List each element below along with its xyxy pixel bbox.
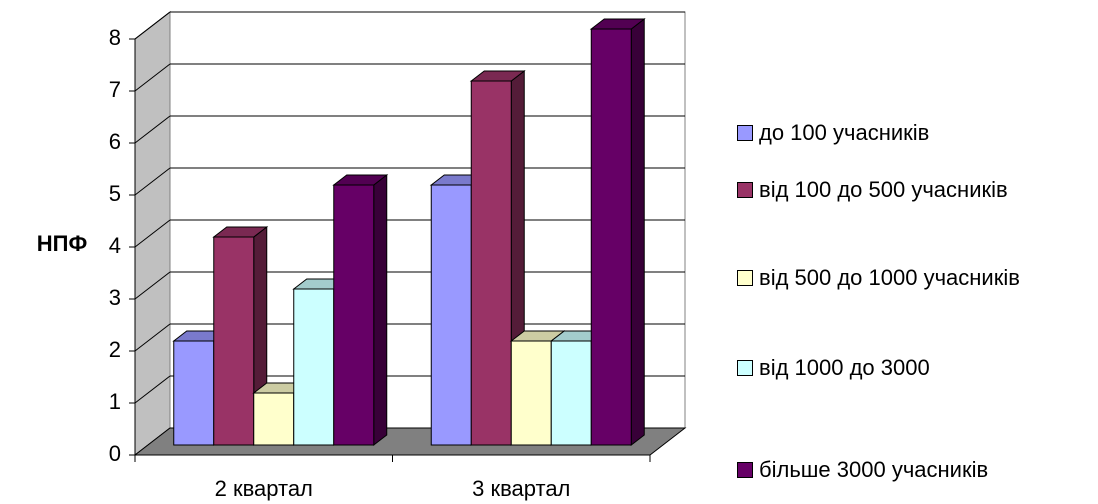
- legend-swatch: [737, 360, 753, 376]
- grid-line: [134, 115, 171, 144]
- bar: [253, 392, 295, 446]
- y-tick-label: 7: [109, 77, 121, 102]
- grid-line: [134, 271, 171, 300]
- legend-item: до 100 учасників: [737, 113, 1087, 153]
- legend-label: від 100 до 500 учасників: [759, 177, 1008, 202]
- x-tick-label: 2 квартал: [215, 476, 313, 501]
- legend-item: від 1000 до 3000: [737, 348, 1087, 388]
- legend-label: більше 3000 учасників: [759, 457, 989, 482]
- legend-item: більше 3000 учасників: [737, 450, 1087, 490]
- bar: [470, 80, 512, 446]
- y-axis-label: НПФ: [37, 231, 88, 256]
- bar: [430, 184, 472, 446]
- grid-line: [134, 167, 171, 196]
- grid-line: [134, 63, 171, 92]
- y-tick-label: 3: [109, 285, 121, 310]
- bar-side: [630, 17, 645, 447]
- y-tick-label: 2: [109, 337, 121, 362]
- bar: [213, 236, 255, 446]
- y-tick-label: 1: [109, 389, 121, 414]
- y-tick-label: 4: [109, 233, 121, 258]
- grid-line: [134, 219, 171, 248]
- y-tick-label: 8: [109, 25, 121, 50]
- legend-swatch: [737, 182, 753, 198]
- grid-line: [134, 323, 171, 352]
- x-tick-label: 3 квартал: [472, 476, 570, 501]
- bar: [293, 288, 335, 446]
- y-tick-label: 0: [109, 441, 121, 466]
- legend-label: від 1000 до 3000: [759, 355, 930, 380]
- legend-item: від 100 до 500 учасників: [737, 170, 1087, 210]
- legend-label: до 100 учасників: [759, 120, 930, 145]
- bar: [173, 340, 215, 446]
- legend-swatch: [737, 125, 753, 141]
- grid-line: [134, 11, 171, 40]
- bar: [550, 340, 592, 446]
- grid-line: [134, 375, 171, 404]
- legend-swatch: [737, 462, 753, 478]
- legend-label: від 500 до 1000 учасників: [759, 265, 1020, 290]
- y-tick-label: 5: [109, 181, 121, 206]
- y-tick-label: 6: [109, 129, 121, 154]
- bar: [333, 184, 375, 446]
- legend-swatch: [737, 270, 753, 286]
- legend-item: від 500 до 1000 учасників: [737, 258, 1087, 298]
- bar: [510, 340, 552, 446]
- bar: [590, 28, 632, 446]
- bar-side: [373, 173, 388, 447]
